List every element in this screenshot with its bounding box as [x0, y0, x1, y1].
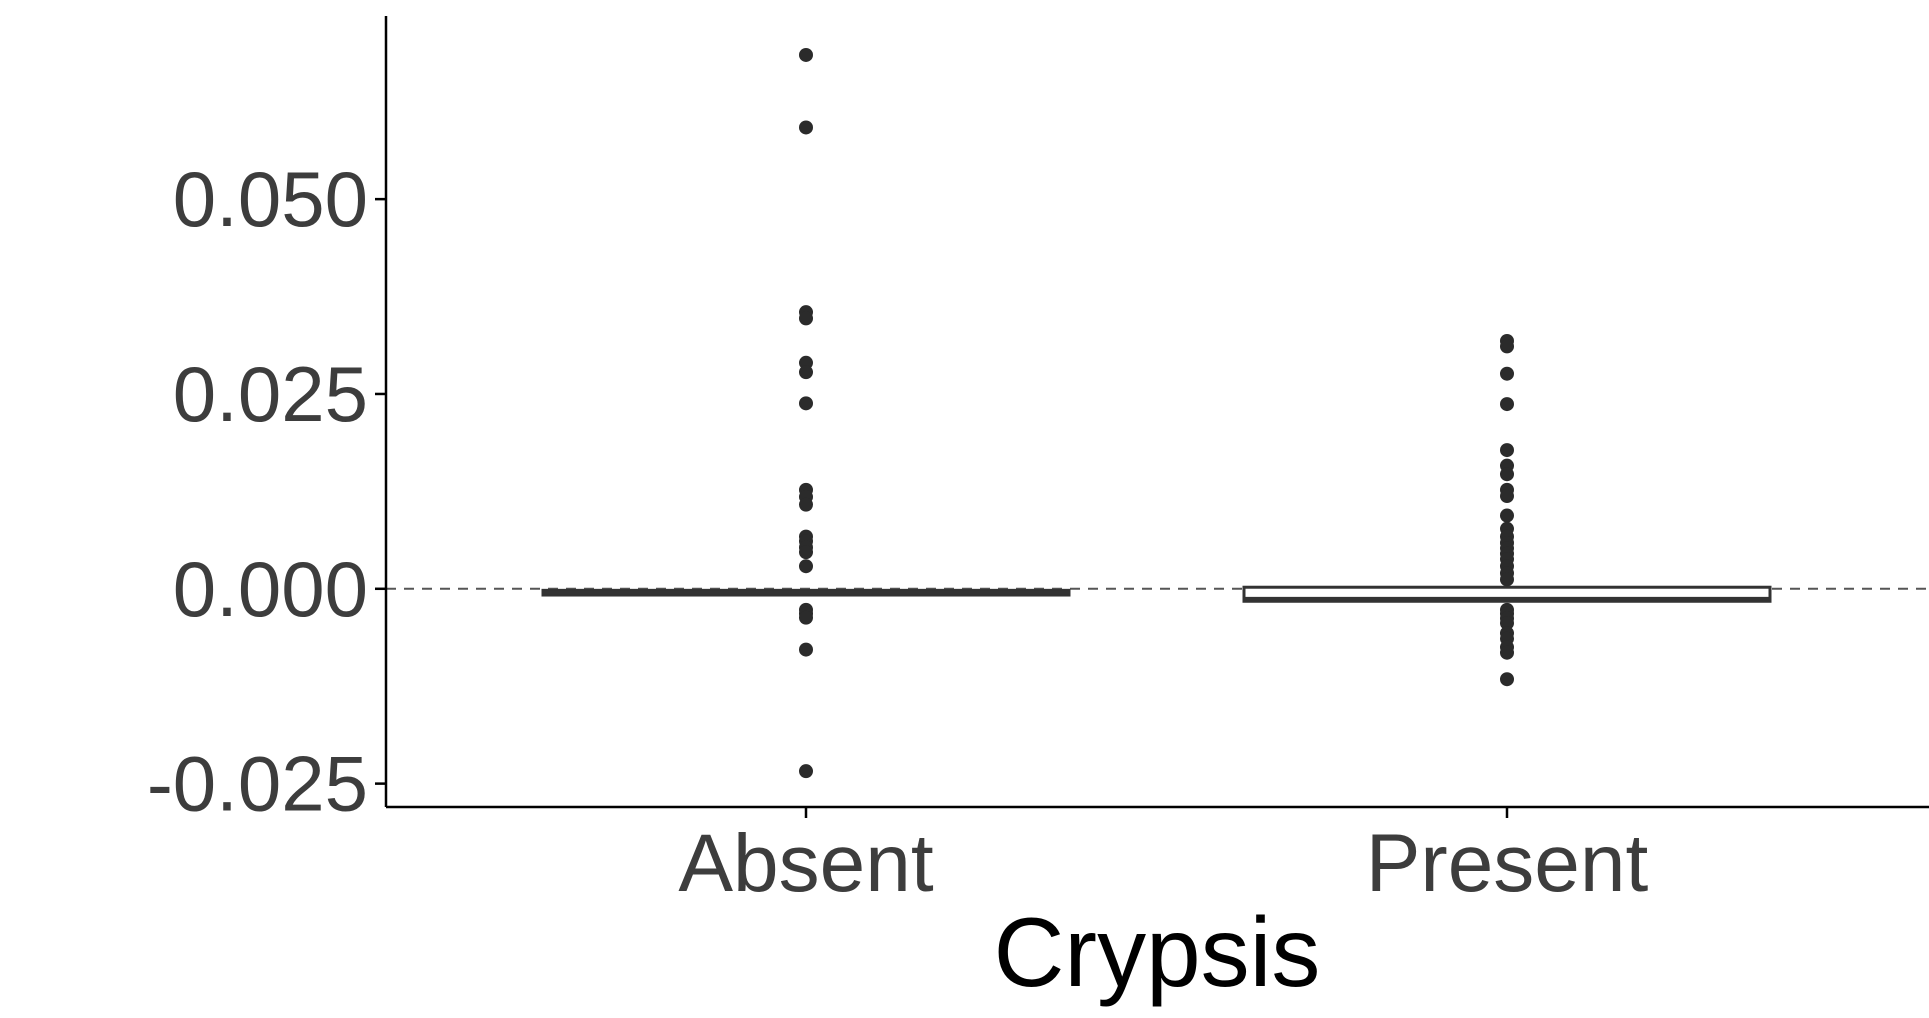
- outlier-point-present: [1500, 366, 1514, 381]
- outlier-point-present: [1500, 572, 1514, 587]
- axes-layer: [384, 16, 1929, 809]
- outlier-point-present: [1500, 397, 1514, 412]
- outlier-point-absent: [799, 559, 813, 574]
- outlier-point-absent: [799, 642, 813, 657]
- boxes-layer: [541, 585, 1772, 603]
- outlier-point-present: [1500, 672, 1514, 687]
- y-tick-label: 0.000: [173, 545, 368, 633]
- outlier-point-absent: [799, 365, 813, 380]
- outlier-point-absent: [799, 610, 813, 625]
- outlier-point-absent: [799, 497, 813, 512]
- outlier-point-present: [1500, 467, 1514, 482]
- outlier-point-present: [1500, 489, 1514, 504]
- x-tick-label-absent: Absent: [678, 818, 934, 909]
- outlier-point-absent: [799, 311, 813, 326]
- outlier-point-present: [1500, 645, 1514, 660]
- outlier-point-present: [1500, 616, 1514, 631]
- outlier-point-absent: [799, 120, 813, 135]
- outlier-point-present: [1500, 339, 1514, 354]
- y-tick-label: -0.025: [147, 740, 368, 828]
- y-tick-label: 0.050: [173, 155, 368, 243]
- y-ticks-layer: -0.025 0.000 0.025 0.050: [147, 155, 386, 828]
- outlier-point-present: [1500, 443, 1514, 458]
- outlier-point-present: [1500, 508, 1514, 523]
- outliers-layer: [799, 47, 1514, 779]
- outlier-point-absent: [799, 47, 813, 62]
- x-tick-label-present: Present: [1366, 818, 1649, 909]
- x-ticks-layer: Absent Present: [678, 807, 1649, 909]
- outlier-point-absent: [799, 764, 813, 779]
- y-tick-label: 0.025: [173, 350, 368, 438]
- outlier-point-absent: [799, 545, 813, 560]
- x-axis-title: Crypsis: [994, 897, 1321, 1007]
- outlier-point-absent: [799, 396, 813, 411]
